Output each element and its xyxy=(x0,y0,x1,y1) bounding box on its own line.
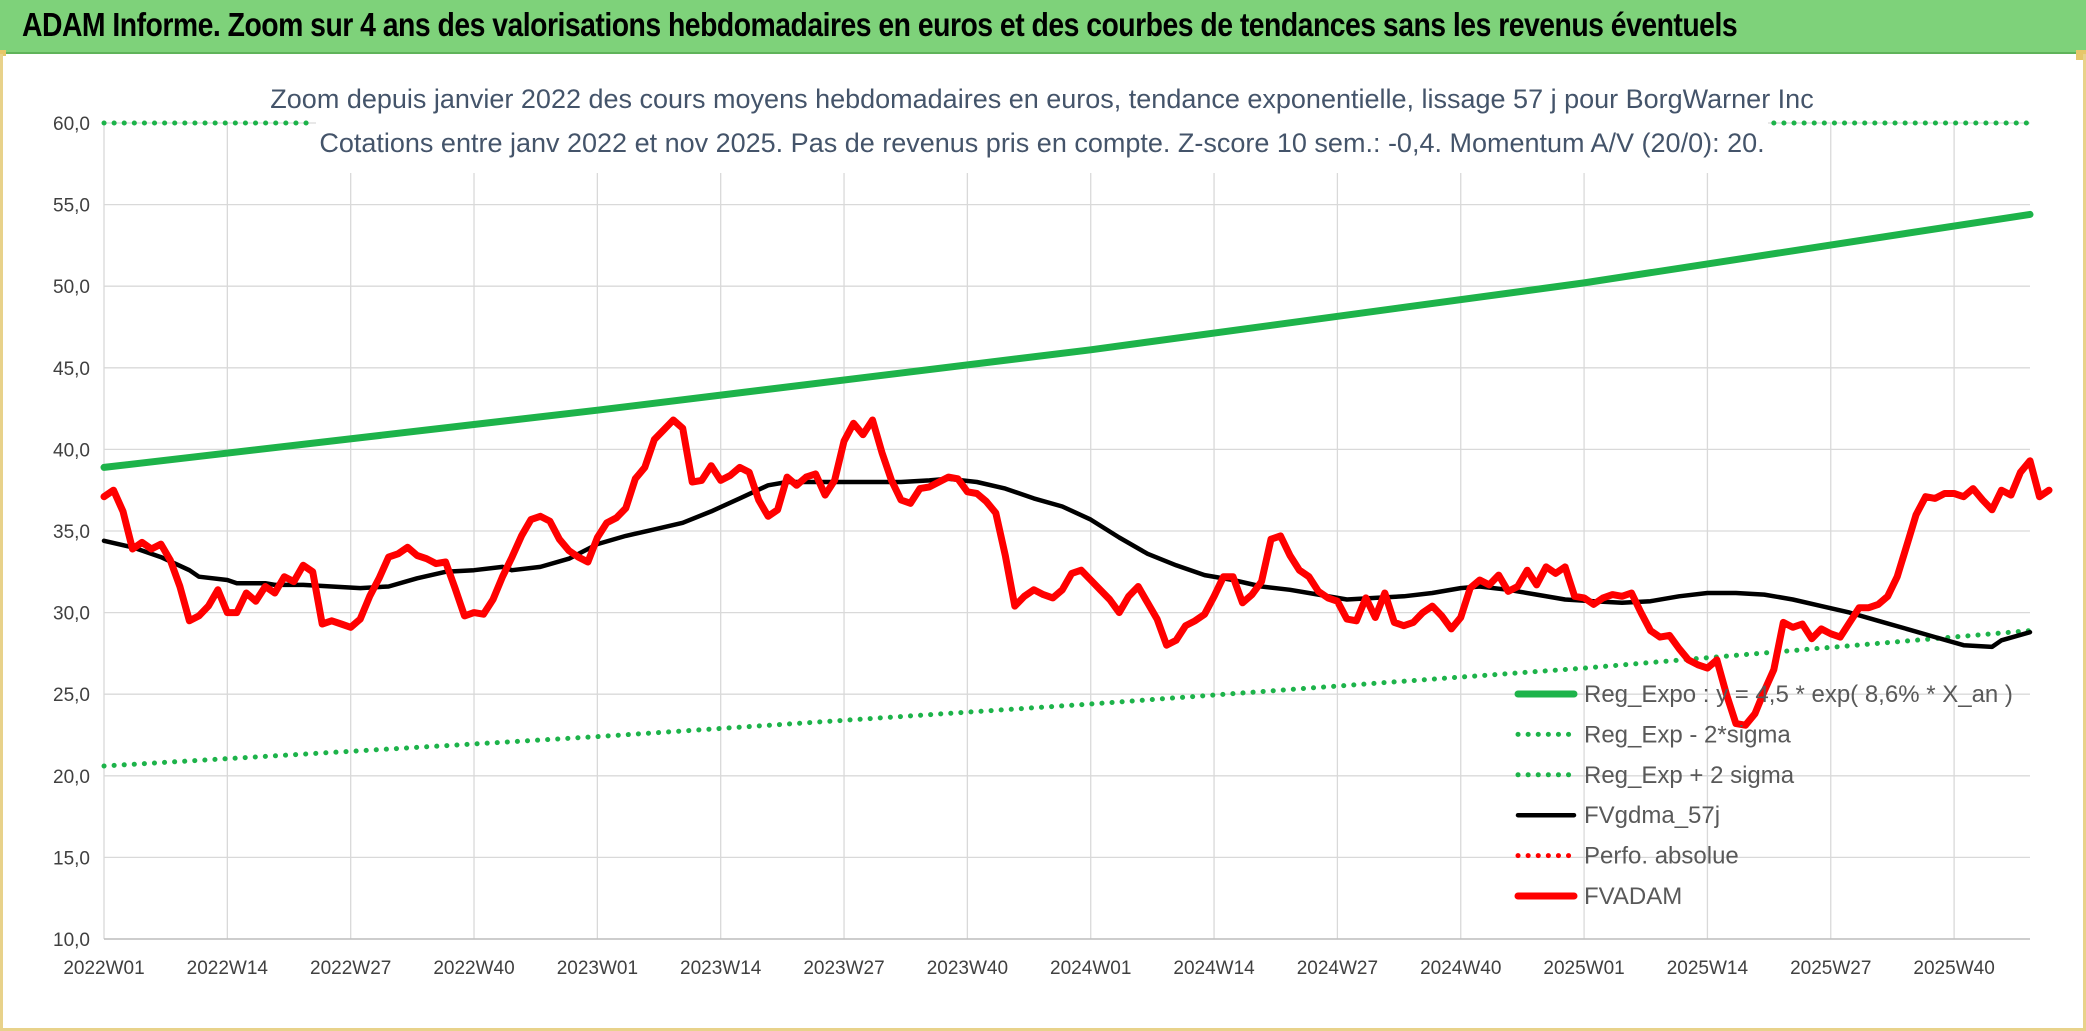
x-tick-label: 2023W40 xyxy=(927,958,1008,979)
y-tick-label: 30,0 xyxy=(53,604,90,625)
legend-label: Perfo. absolue xyxy=(1584,843,1739,870)
x-axis: 2022W01 2022W14 2022W27 2022W40 2023W01 2023W… xyxy=(63,938,2030,979)
legend-lower-band: Reg_Exp - 2*sigma xyxy=(1515,721,1791,748)
gridlines xyxy=(103,122,2030,940)
series-group xyxy=(100,120,2053,769)
corner-marker-right xyxy=(2076,50,2086,60)
report-banner: ADAM Informe. Zoom sur 4 ans des valoris… xyxy=(0,0,2086,54)
x-tick-label: 2025W14 xyxy=(1667,958,1749,979)
y-tick-label: 60,0 xyxy=(53,114,90,135)
y-tick-label: 40,0 xyxy=(53,440,90,461)
y-tick-label: 25,0 xyxy=(53,685,90,706)
lower-band-line xyxy=(101,628,2033,769)
x-tick-label: 2024W27 xyxy=(1297,958,1378,979)
x-tick-label: 2025W40 xyxy=(1913,958,1994,979)
y-tick-label: 45,0 xyxy=(53,359,90,380)
legend-trend: Reg_Expo : y = 4,5 * exp( 8,6% * X_an ) xyxy=(1514,681,2013,708)
x-tick-label: 2024W14 xyxy=(1173,958,1255,979)
y-tick-label: 35,0 xyxy=(53,522,90,543)
legend: Reg_Expo : y = 4,5 * exp( 8,6% * X_an ) R… xyxy=(1514,681,2013,910)
trend-line xyxy=(100,210,2034,471)
x-tick-label: 2023W01 xyxy=(557,958,638,979)
x-tick-label: 2022W27 xyxy=(310,958,391,979)
x-tick-label: 2025W27 xyxy=(1790,958,1871,979)
x-tick-label: 2025W01 xyxy=(1543,958,1624,979)
x-tick-label: 2022W14 xyxy=(187,958,269,979)
fvgdma-line xyxy=(101,476,2033,650)
x-tick-label: 2022W40 xyxy=(433,958,514,979)
report-title: ADAM Informe. Zoom sur 4 ans des valoris… xyxy=(22,6,1738,43)
fvadam-line xyxy=(100,416,2053,729)
chart-title-line2: Cotations entre janv 2022 et nov 2025. P… xyxy=(319,128,1764,158)
legend-upper-band: Reg_Exp + 2 sigma xyxy=(1515,762,1795,789)
x-tick-label: 2024W40 xyxy=(1420,958,1501,979)
legend-perfo: Perfo. absolue xyxy=(1515,843,1739,870)
y-tick-label: 50,0 xyxy=(53,277,90,298)
x-tick-label: 2023W27 xyxy=(803,958,884,979)
legend-fvadam: FVADAM xyxy=(1514,883,1682,910)
x-tick-label: 2024W01 xyxy=(1050,958,1131,979)
corner-marker-left xyxy=(0,50,6,56)
legend-label: Reg_Expo : y = 4,5 * exp( 8,6% * X_an ) xyxy=(1584,681,2013,708)
legend-fvgdma: FVgdma_57j xyxy=(1515,802,1720,829)
legend-label: Reg_Exp - 2*sigma xyxy=(1584,721,1791,748)
y-axis: 10,0 15,0 20,0 25,0 30,0 35,0 40,0 45,0 50,0 55,0… xyxy=(53,114,90,951)
title-backdrop xyxy=(316,77,1768,173)
y-tick-label: 20,0 xyxy=(53,767,90,788)
x-tick-label: 2022W01 xyxy=(63,958,144,979)
chart-title-line1: Zoom depuis janvier 2022 des cours moyen… xyxy=(270,84,1813,114)
legend-label: FVADAM xyxy=(1584,883,1682,910)
x-tick-label: 2023W14 xyxy=(680,958,762,979)
y-tick-label: 10,0 xyxy=(53,930,90,951)
legend-label: Reg_Exp + 2 sigma xyxy=(1584,762,1795,789)
legend-label: FVgdma_57j xyxy=(1584,802,1720,829)
y-tick-label: 55,0 xyxy=(53,196,90,217)
chart-frame xyxy=(0,54,2086,1031)
y-tick-label: 15,0 xyxy=(53,848,90,869)
